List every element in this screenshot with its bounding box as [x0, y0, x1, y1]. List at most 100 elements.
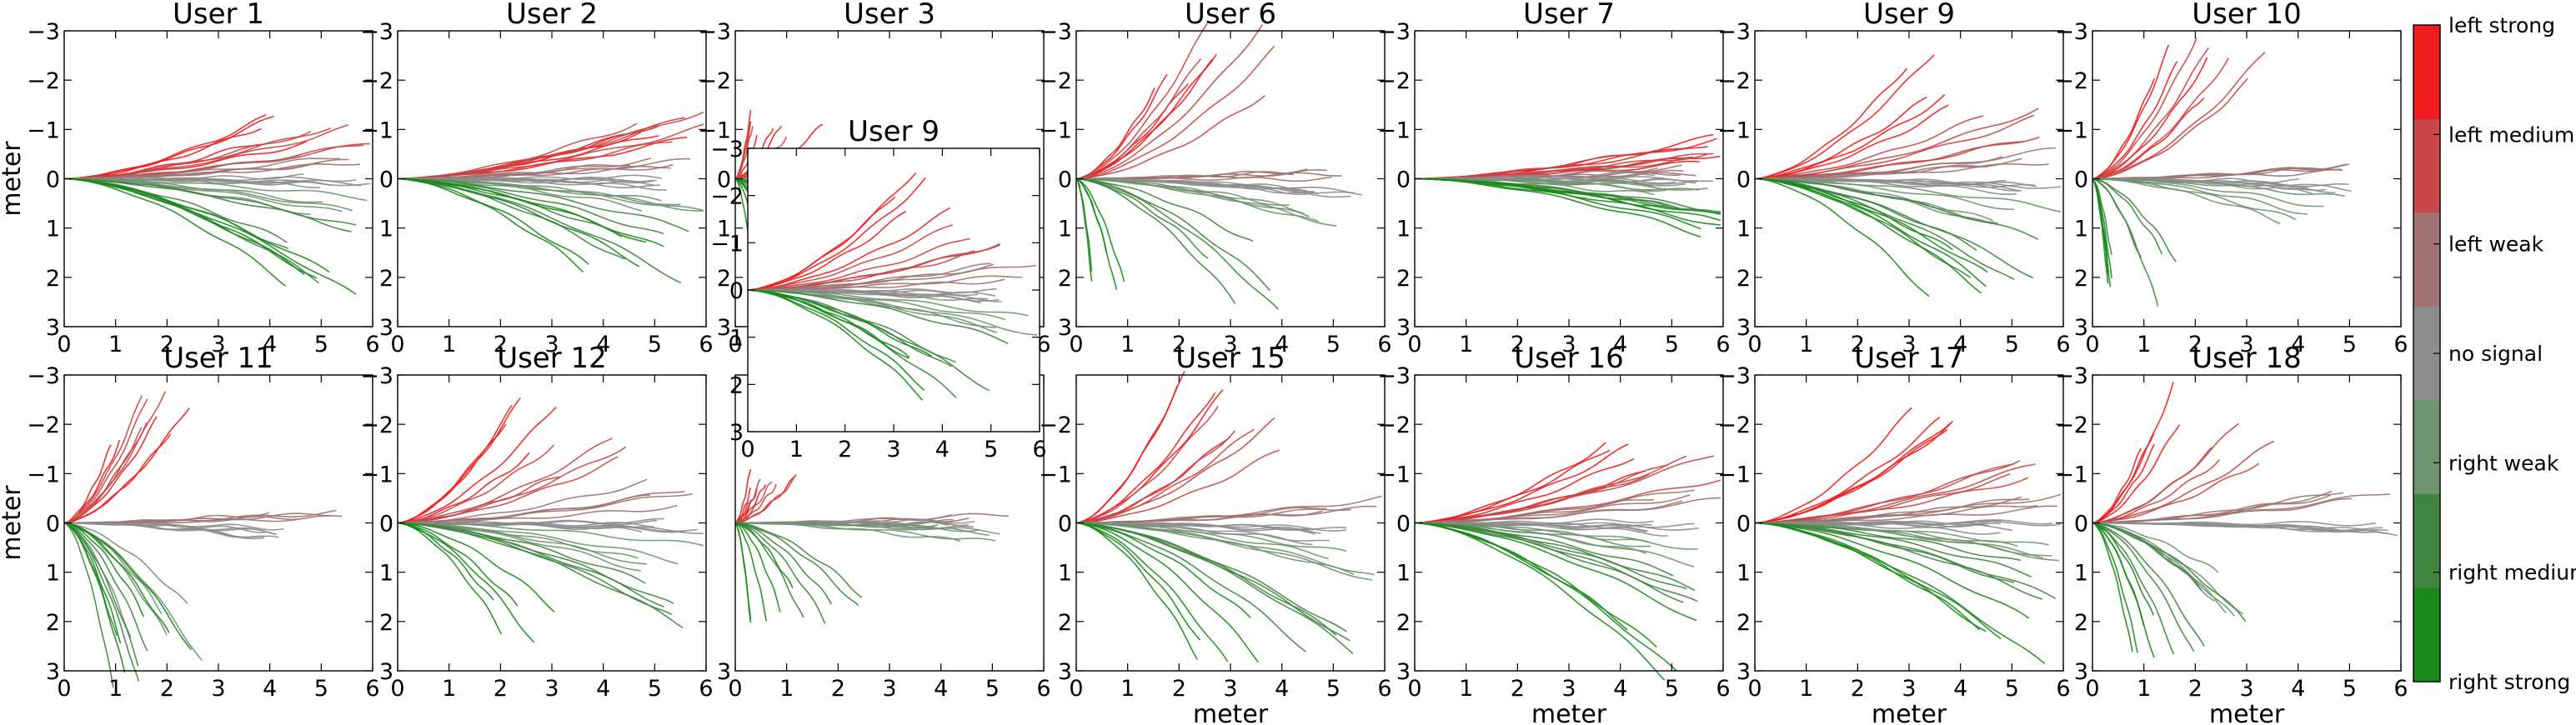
- x-tick-label: 0: [1407, 676, 1421, 702]
- y-tick-label: 0: [46, 168, 60, 193]
- x-tick-label: 4: [1275, 332, 1289, 358]
- trajectory-right-strong: [1754, 178, 1982, 294]
- trajectory-right-strong: [1075, 522, 1259, 663]
- trajectory-right-weak: [747, 289, 1006, 321]
- x-tick-label: 0: [390, 676, 404, 702]
- x-tick-label: 6: [699, 332, 713, 358]
- trajectory-left-medium: [747, 238, 970, 291]
- trajectory-left-strong: [2092, 57, 2208, 180]
- y-tick-label: 3: [729, 420, 744, 446]
- x-tick-label: 0: [1069, 332, 1083, 358]
- trajectory-right-strong: [2092, 522, 2133, 652]
- y-tick-label: 1: [2074, 561, 2088, 587]
- y-tick-label: −1: [2055, 118, 2088, 143]
- trajectory-right-strong: [63, 178, 330, 273]
- y-tick-label: −1: [1717, 118, 1751, 143]
- trajectory-right-strong: [63, 522, 122, 644]
- panel-title: User 10: [2192, 0, 2302, 31]
- panel-title: User 17: [1854, 342, 1964, 375]
- y-tick-label: 2: [379, 266, 393, 292]
- trajectory-left-medium: [2092, 78, 2248, 180]
- x-tick-label: 3: [211, 676, 225, 702]
- x-tick-label: 4: [596, 332, 610, 358]
- x-tick-label: 1: [1459, 332, 1473, 358]
- x-tick-label: 1: [1120, 332, 1135, 358]
- trajectory-left-medium: [2092, 38, 2198, 180]
- trajectory-right-medium: [734, 522, 860, 607]
- trajectory-right-strong: [1414, 522, 1697, 622]
- trajectory-left-strong: [1754, 420, 1954, 524]
- y-tick-label: 0: [1396, 168, 1411, 193]
- trajectory-left-strong: [1754, 96, 1927, 180]
- trajectories: [1414, 133, 1722, 238]
- trajectories: [1075, 371, 1383, 663]
- x-tick-label: 5: [1665, 332, 1679, 358]
- y-tick-label: 3: [1058, 315, 1072, 341]
- x-tick-label: 2: [160, 332, 174, 358]
- y-tick-label: −1: [360, 462, 393, 488]
- trajectory-right-strong: [747, 289, 910, 358]
- trajectory-right-weak: [1075, 522, 1355, 576]
- trajectory-right-strong: [2092, 522, 2145, 627]
- panel-title: User 15: [1175, 342, 1285, 375]
- trajectory-left-strong: [1075, 73, 1168, 180]
- trajectory-left-medium: [1075, 24, 1263, 180]
- y-tick-label: −3: [27, 363, 60, 389]
- y-tick-label: −3: [1717, 19, 1751, 45]
- trajectory-left-medium: [1754, 115, 1984, 180]
- trajectory-left-medium: [2092, 459, 2220, 524]
- trajectory-left-weak: [397, 478, 648, 524]
- trajectory-left-strong: [747, 172, 917, 291]
- trajectory-right-strong: [1754, 522, 1987, 632]
- y-tick-label: 0: [729, 278, 744, 304]
- trajectory-left-weak: [747, 263, 995, 291]
- x-tick-label: 6: [365, 676, 379, 702]
- colorbar-segment-left-medium: [2413, 118, 2440, 213]
- trajectory-left-medium: [397, 141, 673, 180]
- trajectories: [747, 172, 1038, 401]
- panel-title: User 6: [1185, 0, 1276, 31]
- trajectory-right-medium: [63, 522, 148, 652]
- y-tick-label: 3: [1396, 659, 1411, 685]
- trajectory-left-strong: [1754, 94, 1946, 180]
- x-tick-label: 1: [442, 676, 456, 702]
- trajectory-right-strong: [63, 522, 126, 673]
- trajectory-left-medium: [397, 444, 555, 524]
- y-tick-label: 3: [1737, 315, 1751, 341]
- trajectory-right-strong: [397, 522, 503, 635]
- trajectory-left-medium: [1075, 449, 1280, 524]
- x-tick-label: 6: [2393, 332, 2408, 358]
- trajectory-left-medium: [2092, 52, 2266, 180]
- trajectory-left-medium: [397, 476, 560, 524]
- colorbar-label-right-weak: right weak: [2448, 451, 2559, 475]
- trajectory-left-strong: [1414, 442, 1606, 524]
- x-tick-label: 5: [1665, 676, 1679, 702]
- y-tick-label: −1: [1377, 118, 1411, 143]
- trajectory-left-medium: [2092, 57, 2230, 180]
- trajectory-left-medium: [63, 398, 148, 524]
- x-tick-label: 4: [263, 676, 277, 702]
- y-tick-label: 2: [1737, 266, 1751, 292]
- y-tick-label: −1: [360, 118, 393, 143]
- panel-14: 0 1 2 3 4 5 6 −3 −2 −1 0 1 2 3 User 18 meter: [2055, 342, 2408, 725]
- trajectory-left-medium: [734, 499, 752, 524]
- x-axis-label: meter: [2209, 700, 2285, 725]
- trajectory-left-strong: [1414, 458, 1635, 524]
- trajectory-left-medium: [1754, 462, 2015, 524]
- colorbar-segment-right-weak: [2413, 400, 2440, 495]
- x-tick-label: 2: [1172, 332, 1186, 358]
- x-tick-label: 0: [728, 676, 742, 702]
- trajectory-left-medium: [1075, 406, 1219, 524]
- panel-7: 0 1 2 3 4 5 6 −3 −2 −1 0 1 2 3 User 10: [2055, 0, 2408, 358]
- y-tick-label: −1: [1717, 462, 1751, 488]
- x-tick-label: 0: [728, 332, 742, 358]
- trajectory-left-strong: [397, 407, 557, 524]
- x-tick-label: 2: [1851, 676, 1865, 702]
- y-tick-label: 0: [2074, 168, 2088, 193]
- y-tick-label: −2: [2055, 412, 2088, 438]
- y-tick-label: 0: [46, 512, 60, 538]
- y-tick-label: −3: [2055, 363, 2088, 389]
- x-tick-label: 2: [1511, 332, 1525, 358]
- y-tick-label: 0: [1737, 512, 1751, 538]
- x-tick-label: 1: [1799, 676, 1813, 702]
